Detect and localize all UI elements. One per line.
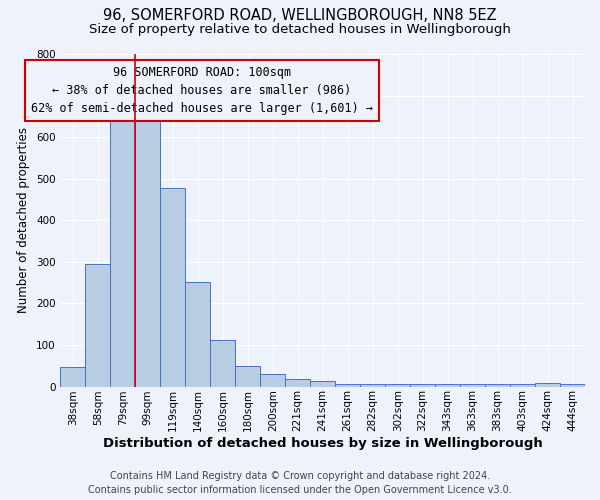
Bar <box>335 384 360 386</box>
Bar <box>110 115 136 386</box>
Bar <box>136 109 160 386</box>
Bar <box>435 384 460 386</box>
Bar <box>535 383 560 386</box>
Bar <box>235 366 260 386</box>
Bar <box>460 384 485 386</box>
Bar <box>510 384 535 386</box>
Text: Contains HM Land Registry data © Crown copyright and database right 2024.
Contai: Contains HM Land Registry data © Crown c… <box>88 471 512 495</box>
Y-axis label: Number of detached properties: Number of detached properties <box>17 128 31 314</box>
Text: 96, SOMERFORD ROAD, WELLINGBOROUGH, NN8 5EZ: 96, SOMERFORD ROAD, WELLINGBOROUGH, NN8 … <box>103 8 497 22</box>
Bar <box>485 384 510 386</box>
Bar <box>85 264 110 386</box>
Bar <box>560 384 585 386</box>
X-axis label: Distribution of detached houses by size in Wellingborough: Distribution of detached houses by size … <box>103 437 542 450</box>
Bar <box>360 384 385 386</box>
Bar <box>285 380 310 386</box>
Text: 96 SOMERFORD ROAD: 100sqm
← 38% of detached houses are smaller (986)
62% of semi: 96 SOMERFORD ROAD: 100sqm ← 38% of detac… <box>31 66 373 114</box>
Bar <box>61 366 85 386</box>
Bar <box>260 374 285 386</box>
Bar <box>385 384 410 386</box>
Bar <box>211 340 235 386</box>
Bar <box>410 384 435 386</box>
Text: Size of property relative to detached houses in Wellingborough: Size of property relative to detached ho… <box>89 22 511 36</box>
Bar <box>185 282 211 387</box>
Bar <box>160 188 185 386</box>
Bar <box>310 381 335 386</box>
